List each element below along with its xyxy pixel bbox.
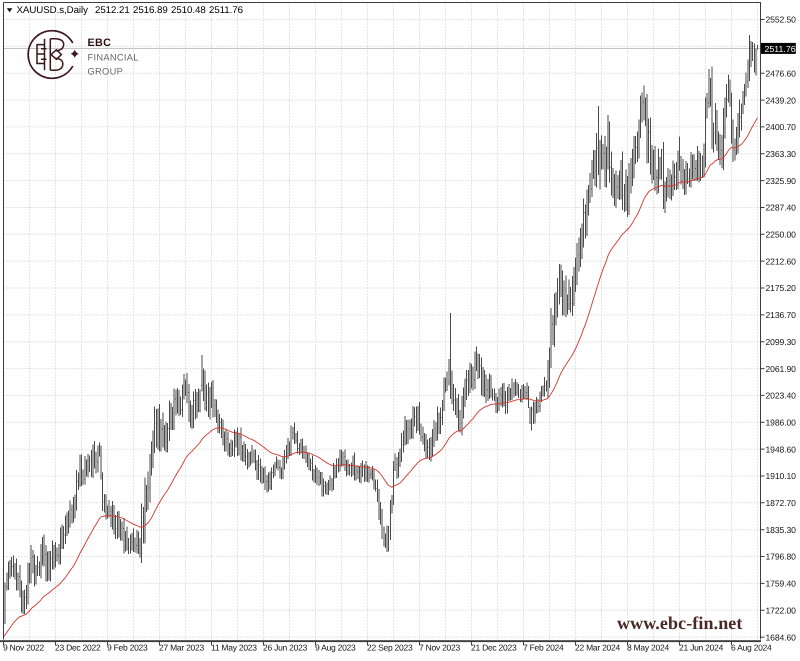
svg-text:2511.76: 2511.76: [765, 44, 796, 54]
svg-text:2023.40: 2023.40: [766, 391, 797, 401]
svg-text:2552.50: 2552.50: [766, 15, 797, 25]
svg-text:8 May 2024: 8 May 2024: [627, 643, 669, 653]
svg-text:2363.30: 2363.30: [766, 149, 797, 159]
svg-text:2136.70: 2136.70: [766, 310, 797, 320]
svg-text:2516.89: 2516.89: [133, 5, 168, 16]
svg-text:2061.90: 2061.90: [766, 364, 797, 374]
svg-text:2510.48: 2510.48: [171, 5, 206, 16]
svg-text:2175.20: 2175.20: [766, 283, 797, 293]
svg-text:7 Feb 2024: 7 Feb 2024: [523, 643, 564, 653]
svg-text:2512.21: 2512.21: [95, 5, 130, 16]
svg-text:23 Dec 2022: 23 Dec 2022: [55, 643, 101, 653]
svg-text:GROUP: GROUP: [88, 67, 124, 77]
svg-text:1986.00: 1986.00: [766, 417, 797, 427]
svg-text:1759.40: 1759.40: [766, 579, 797, 589]
svg-text:22 Mar 2024: 22 Mar 2024: [575, 643, 620, 653]
svg-text:2511.76: 2511.76: [209, 5, 243, 16]
svg-text:1835.30: 1835.30: [766, 525, 797, 535]
svg-text:1722.00: 1722.00: [766, 605, 797, 615]
svg-text:2325.90: 2325.90: [766, 176, 797, 186]
svg-text:1872.70: 1872.70: [766, 498, 797, 508]
svg-text:www.ebc-fin.net: www.ebc-fin.net: [617, 613, 743, 633]
svg-text:1684.60: 1684.60: [766, 632, 797, 642]
svg-text:1948.60: 1948.60: [766, 444, 797, 454]
svg-text:21 Jun 2024: 21 Jun 2024: [679, 643, 724, 653]
svg-text:26 Jun 2023: 26 Jun 2023: [263, 643, 308, 653]
svg-text:9 Feb 2023: 9 Feb 2023: [107, 643, 148, 653]
svg-text:2476.60: 2476.60: [766, 68, 797, 78]
svg-text:21 Dec 2023: 21 Dec 2023: [471, 643, 517, 653]
svg-text:9 Aug 2023: 9 Aug 2023: [315, 643, 356, 653]
svg-text:22 Sep 2023: 22 Sep 2023: [367, 643, 413, 653]
svg-text:1910.10: 1910.10: [766, 471, 797, 481]
svg-text:2250.00: 2250.00: [766, 230, 797, 240]
svg-text:7 Nov 2023: 7 Nov 2023: [419, 643, 460, 653]
svg-text:9 Nov 2022: 9 Nov 2022: [3, 643, 44, 653]
svg-text:11 May 2023: 11 May 2023: [211, 643, 257, 653]
svg-text:2400.70: 2400.70: [766, 122, 797, 132]
svg-text:2099.30: 2099.30: [766, 337, 797, 347]
svg-text:XAUUSD.s,Daily: XAUUSD.s,Daily: [17, 5, 89, 16]
svg-text:1796.80: 1796.80: [766, 552, 797, 562]
svg-text:FINANCIAL: FINANCIAL: [88, 53, 139, 63]
svg-text:2212.60: 2212.60: [766, 256, 797, 266]
svg-text:EBC: EBC: [88, 37, 112, 49]
svg-text:2439.20: 2439.20: [766, 95, 797, 105]
svg-text:27 Mar 2023: 27 Mar 2023: [159, 643, 204, 653]
svg-text:2287.40: 2287.40: [766, 203, 797, 213]
svg-text:6 Aug 2024: 6 Aug 2024: [731, 643, 772, 653]
